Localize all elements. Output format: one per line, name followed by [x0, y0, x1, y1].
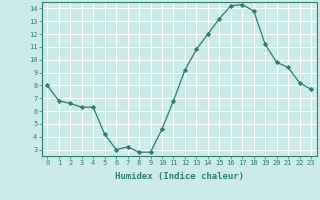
X-axis label: Humidex (Indice chaleur): Humidex (Indice chaleur) — [115, 172, 244, 181]
